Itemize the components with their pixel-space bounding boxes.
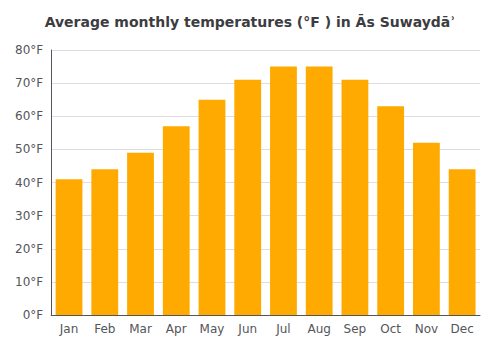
svg-text:Dec: Dec — [451, 322, 474, 336]
svg-text:80°F: 80°F — [15, 43, 43, 57]
svg-text:Mar: Mar — [129, 322, 152, 336]
svg-text:May: May — [200, 322, 225, 336]
svg-text:Oct: Oct — [380, 322, 401, 336]
svg-text:30°F: 30°F — [15, 209, 43, 223]
svg-text:0°F: 0°F — [23, 308, 44, 322]
svg-text:70°F: 70°F — [15, 76, 43, 90]
svg-text:Aug: Aug — [307, 322, 330, 336]
svg-text:20°F: 20°F — [15, 242, 43, 256]
svg-text:Nov: Nov — [415, 322, 438, 336]
svg-text:Sep: Sep — [344, 322, 367, 336]
svg-text:60°F: 60°F — [15, 109, 43, 123]
svg-text:Jun: Jun — [237, 322, 257, 336]
svg-text:Average monthly temperatures (: Average monthly temperatures (°F ) in Ās… — [45, 13, 456, 30]
svg-text:Apr: Apr — [166, 322, 187, 336]
svg-text:50°F: 50°F — [15, 142, 43, 156]
svg-text:10°F: 10°F — [15, 275, 43, 289]
svg-text:40°F: 40°F — [15, 176, 43, 190]
svg-text:Feb: Feb — [94, 322, 115, 336]
svg-text:Jul: Jul — [275, 322, 290, 336]
svg-text:Jan: Jan — [59, 322, 79, 336]
